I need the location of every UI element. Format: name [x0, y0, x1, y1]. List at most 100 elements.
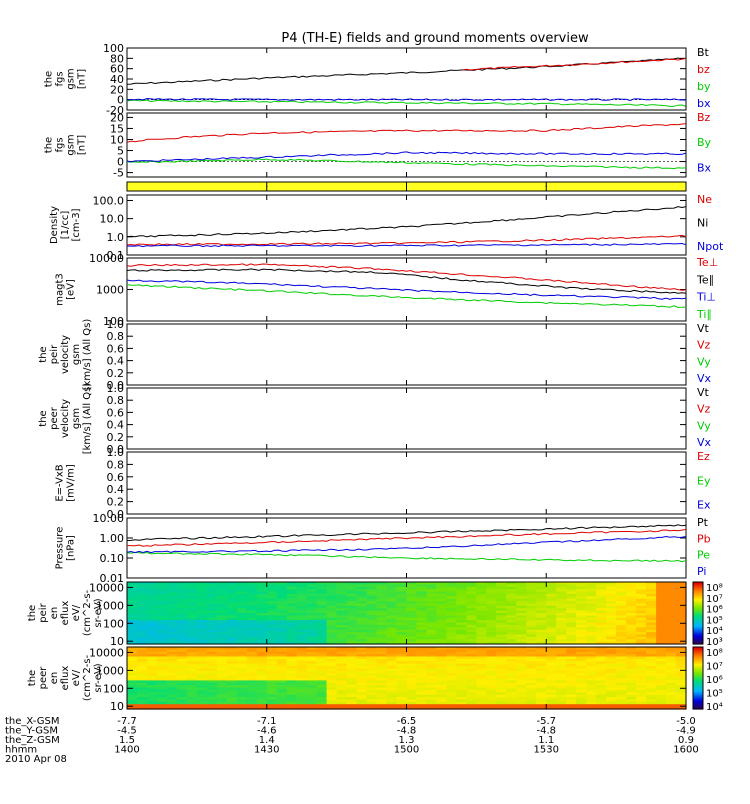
time-row-label: hhmm [5, 745, 37, 756]
spectrogram-cell [276, 656, 288, 660]
spectrogram-cell [316, 620, 328, 624]
spectrogram-cell [426, 663, 438, 667]
spectrogram-cell [216, 636, 228, 640]
legend-Vt: Vt [697, 386, 710, 399]
spectrogram-cell [596, 593, 607, 597]
spectrogram-cell [486, 699, 497, 703]
spectrogram-cell [456, 649, 467, 653]
spectrogram-cell [336, 627, 348, 631]
spectrogram-cell [456, 639, 467, 643]
spectrogram-cell [416, 692, 428, 696]
spectrogram-cell [346, 658, 358, 662]
spectrogram-cell [576, 603, 587, 607]
spectrogram-cell [186, 706, 198, 710]
spectrogram-cell [506, 591, 517, 595]
spectrogram-cell [366, 641, 378, 645]
spectrogram-cell [666, 632, 677, 636]
spectrogram-cell [286, 666, 298, 670]
spectrogram-cell [646, 651, 657, 655]
spectrogram-cell [666, 603, 677, 607]
spectrogram-cell [396, 685, 408, 689]
spectrogram-cell [127, 591, 138, 595]
series-bz [462, 57, 687, 71]
spectrogram-cell [416, 624, 428, 628]
spectrogram-cell [336, 584, 348, 588]
y-axis-label-line: E=-VxB [55, 464, 66, 501]
spectrogram-cell [316, 651, 328, 655]
spectrogram-cell [496, 673, 507, 677]
spectrogram-cell [326, 610, 338, 614]
spectrogram-cell [436, 605, 447, 609]
spectrogram-cell [296, 629, 308, 633]
spectrogram-cell [626, 651, 637, 655]
y-tick-label: 0.6 [107, 406, 125, 419]
spectrogram-cell [666, 661, 677, 665]
spectrogram-cell [266, 692, 278, 696]
spectrogram-cell [236, 605, 248, 609]
spectrogram-cell [556, 641, 567, 645]
spectrogram-cell [466, 639, 477, 643]
spectrogram-cell [336, 593, 348, 597]
spectrogram-cell [436, 673, 447, 677]
spectrogram-cell [516, 651, 527, 655]
colorbar-step [693, 668, 703, 671]
spectrogram-cell [276, 632, 288, 636]
spectrogram-cell [246, 591, 258, 595]
spectrogram-cell [206, 682, 218, 686]
spectrogram-cell [236, 598, 248, 602]
spectrogram-cell [256, 687, 268, 691]
spectrogram-cell [526, 699, 537, 703]
spectrogram-cell [446, 603, 457, 607]
spectrogram-cell [416, 663, 428, 667]
spectrogram-cell [406, 694, 418, 698]
spectrogram-cell [546, 627, 557, 631]
spectrogram-cell [176, 694, 188, 698]
spectrogram-cell [396, 668, 408, 672]
spectrogram-cell [436, 582, 447, 585]
spectrogram-cell [166, 663, 178, 667]
spectrogram-cell [626, 706, 637, 710]
spectrogram-cell [336, 706, 348, 710]
spectrogram-cell [656, 627, 667, 631]
spectrogram-cell [266, 673, 278, 677]
spectrogram-cell [356, 680, 368, 684]
spectrogram-cell [276, 651, 288, 655]
spectrogram-cell [516, 668, 527, 672]
spectrogram-cell [306, 605, 318, 609]
spectrogram-cell [416, 704, 428, 708]
spectrogram-cell [156, 689, 168, 693]
spectrogram-cell [137, 689, 148, 693]
spectrogram-cell [306, 622, 318, 626]
spectrogram-cell [486, 685, 497, 689]
spectrogram-cell [286, 622, 298, 626]
spectrogram-cell [266, 593, 278, 597]
spectrogram-cell [456, 632, 467, 636]
spectrogram-cell [576, 636, 587, 640]
spectrogram-cell [606, 608, 617, 612]
spectrogram-cell [196, 651, 208, 655]
time-row-value: -4.6 [257, 726, 277, 737]
spectrogram-cell [566, 601, 577, 605]
spectrogram-cell [127, 584, 138, 588]
spectrogram-cell [446, 634, 457, 638]
spectrogram-cell [186, 586, 198, 590]
spectrogram-cell [196, 582, 208, 585]
spectrogram-cell [236, 632, 248, 636]
spectrogram-cell [206, 603, 218, 607]
spectrogram-cell [506, 605, 517, 609]
spectrogram-cell [316, 701, 328, 705]
spectrogram-cell [147, 632, 158, 636]
spectrogram-cell [196, 596, 208, 600]
y-axis-label-line: (cm^2-s- [82, 589, 93, 636]
spectrogram-cell [376, 624, 388, 628]
spectrogram-cell [546, 596, 557, 600]
y-tick-label: 10 [110, 635, 124, 648]
spectrogram-cell [286, 582, 298, 585]
spectrogram-cell [476, 678, 487, 681]
spectrogram-cell [406, 584, 418, 588]
spectrogram-cell [666, 624, 677, 628]
spectrogram-cell [626, 629, 637, 633]
spectrogram-cell [386, 649, 398, 653]
colorbar-step [693, 620, 703, 623]
